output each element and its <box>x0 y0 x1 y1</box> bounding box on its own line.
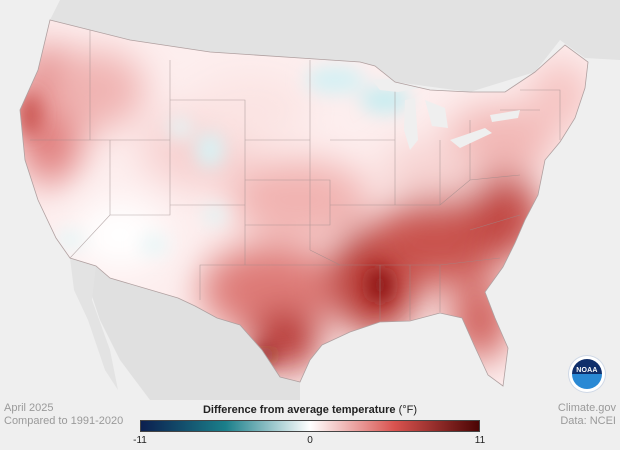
canada-land <box>50 0 620 92</box>
baseline-label: Compared to 1991-2020 <box>4 415 124 427</box>
legend-tick-zero: 0 <box>307 435 313 446</box>
legend-tick-min: -11 <box>133 435 147 446</box>
noaa-logo-text: NOAA <box>576 367 598 374</box>
period-caption: April 2025 Compared to 1991-2020 <box>4 402 123 428</box>
noaa-logo: NOAA <box>569 356 605 392</box>
credit-data: Data: NCEI <box>560 415 616 427</box>
period-label: April 2025 <box>4 402 54 414</box>
baja-peninsula <box>70 258 118 390</box>
mexico-land <box>90 266 300 400</box>
legend-title: Difference from average temperature (°F) <box>140 404 480 416</box>
legend-color-bar <box>140 420 480 432</box>
legend-tick-max: 11 <box>474 435 486 446</box>
us-outline <box>19 19 589 387</box>
legend-title-text: Difference from average temperature <box>202 404 396 416</box>
credit-caption: Climate.gov Data: NCEI <box>558 402 616 428</box>
legend-unit: (°F) <box>398 404 418 416</box>
state-borders <box>30 20 561 320</box>
credit-site: Climate.gov <box>557 402 616 414</box>
temperature-anomaly-map <box>19 0 620 400</box>
